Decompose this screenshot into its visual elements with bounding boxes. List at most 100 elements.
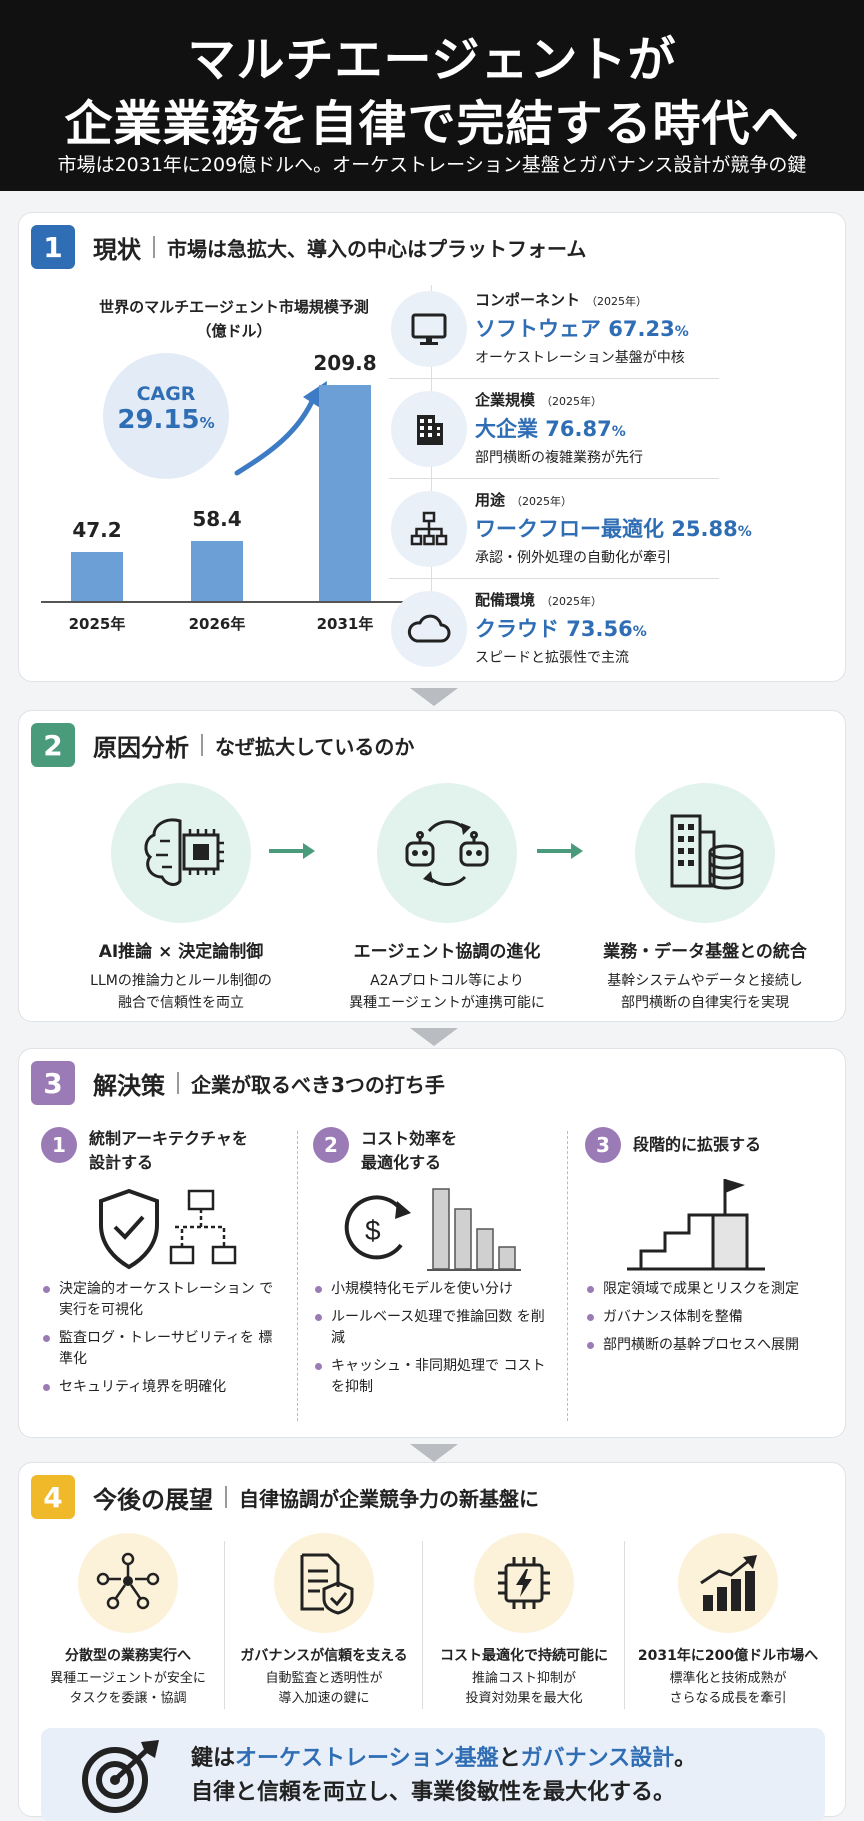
outlook-desc: 推論コスト抑制が 投資対効果を最大化	[465, 1671, 583, 1706]
section-number: 2	[31, 723, 75, 767]
section-header: 3 解決策 企業が取るべき3つの打ち手	[31, 1061, 445, 1105]
section-subtitle: 自律協調が企業競争力の新基盤に	[239, 1486, 539, 1511]
outlook-item: ガバナンスが信頼を支える 自動監査と透明性が 導入加速の鍵に	[229, 1533, 419, 1709]
stat-value: 大企業 76.87%	[475, 417, 626, 441]
stat-desc: オーケストレーション基盤が中核	[475, 350, 685, 366]
solution-bullets: 限定領域で成果とリスクを測定 ガバナンス体制を整備 部門横断の基幹プロセスへ展開	[585, 1279, 825, 1363]
key-line1: 鍵はオーケストレーション基盤とガバナンス設計。	[191, 1746, 697, 1771]
section-connector-arrow	[410, 1028, 458, 1046]
solution-number: 2	[313, 1127, 349, 1163]
growth-chart-icon	[678, 1533, 778, 1633]
divider	[225, 1486, 227, 1508]
outlook-desc: 異種エージェントが安全に タスクを委譲・協調	[50, 1671, 206, 1706]
outlook-title: コスト最適化で持続可能に	[440, 1648, 608, 1664]
bullet-item: 決定論的オーケストレーション で実行を可視化	[41, 1279, 281, 1321]
section-subtitle: 企業が取るべき3つの打ち手	[191, 1072, 445, 1097]
bullet-item: 限定領域で成果とリスクを測定	[585, 1279, 825, 1300]
chart-bar-value: 209.8	[313, 351, 377, 375]
divider	[389, 578, 719, 579]
divider	[624, 1541, 625, 1709]
section-number: 1	[31, 225, 75, 269]
vertical-divider	[431, 285, 432, 665]
solution-title: 段階的に拡張する	[633, 1135, 762, 1154]
cagr-label: CAGR	[136, 383, 196, 405]
stat-company-size: 企業規模 （2025年） 大企業 76.87% 部門横断の複雑業務が先行	[389, 379, 829, 479]
section-header: 1 現状 市場は急拡大、導入の中心はプラットフォーム	[31, 225, 586, 269]
section-outlook: 4 今後の展望 自律協調が企業競争力の新基盤に 分散型の業務実行へ 異種エージェ…	[18, 1462, 846, 1821]
cause-item: 業務・データ基盤との統合 基幹システムやデータと接続し 部門横断の自律実行を実現	[585, 783, 825, 1014]
solution-bullets: 小規模特化モデルを使い分け ルールベース処理で推論回数 を削減 キャッシュ・非同…	[313, 1279, 553, 1405]
section-connector-arrow	[410, 1444, 458, 1462]
chart-category-label: 2026年	[188, 615, 246, 633]
robots-cycle-icon	[377, 783, 517, 923]
solution-item: 2 コスト効率を 最適化する $ 小規模特化モデルを使い分け ルールベース処理で推…	[313, 1127, 553, 1427]
main-title-line2: 企業業務を自律で完結する時代へ	[64, 96, 800, 152]
stat-category: コンポーネント （2025年）	[475, 291, 648, 309]
outlook-desc: 標準化と技術成熟が さらなる成長を牽引	[669, 1671, 787, 1706]
brain-chip-icon	[111, 783, 251, 923]
svg-text:$: $	[365, 1215, 381, 1246]
key-line2: 自律と信頼を両立し、事業俊敏性を最大化する。	[191, 1780, 676, 1805]
stat-category: 企業規模 （2025年）	[475, 391, 603, 409]
cause-desc: 基幹システムやデータと接続し 部門横断の自律実行を実現	[607, 973, 803, 1011]
solution-number: 3	[585, 1127, 621, 1163]
outlook-item: 分散型の業務実行へ 異種エージェントが安全に タスクを委譲・協調	[33, 1533, 223, 1709]
section-title: 現状	[93, 235, 141, 264]
target-icon	[82, 1740, 159, 1813]
chip-bolt-icon	[474, 1533, 574, 1633]
divider	[224, 1541, 225, 1709]
shield-hierarchy-icon	[99, 1188, 237, 1270]
cause-item: エージェント協調の進化 A2Aプロトコル等により 異種エージェントが連携可能に	[327, 783, 567, 1014]
section-title: 原因分析	[93, 733, 189, 762]
arrow-right-icon	[269, 843, 315, 859]
cause-item: AI推論 × 決定論制御 LLMの推論力とルール制御の 融合で信頼性を両立	[61, 783, 301, 1014]
stat-deployment: 配備環境 （2025年） クラウド 73.56% スピードと拡張性で主流	[389, 579, 829, 679]
section-status: 1 現状 市場は急拡大、導入の中心はプラットフォーム 世界のマルチエージェント市…	[18, 212, 846, 682]
divider	[153, 236, 155, 258]
building-database-icon	[635, 783, 775, 923]
chart-title-text: 世界のマルチエージェント市場規模予測	[99, 298, 369, 316]
main-title-line1: マルチエージェントが	[187, 32, 677, 88]
section-title: 今後の展望	[93, 1485, 213, 1514]
divider	[201, 734, 203, 756]
chart-bar-value: 58.4	[192, 507, 242, 531]
solution-title: 統制アーキテクチャを 設計する	[89, 1129, 248, 1172]
outlook-title: 分散型の業務実行へ	[65, 1648, 191, 1664]
chart-title: 世界のマルチエージェント市場規模予測 （億ドル）	[69, 295, 399, 343]
cagr-badge: CAGR 29.15%	[103, 353, 229, 479]
cause-title: 業務・データ基盤との統合	[603, 942, 807, 962]
cause-desc: A2Aプロトコル等により 異種エージェントが連携可能に	[349, 973, 545, 1011]
cause-desc: LLMの推論力とルール制御の 融合で信頼性を両立	[90, 973, 272, 1011]
divider	[422, 1541, 423, 1709]
divider	[567, 1131, 568, 1421]
bullet-item: 監査ログ・トレーサビリティを 標準化	[41, 1328, 281, 1370]
section-number: 3	[31, 1061, 75, 1105]
section-subtitle: なぜ拡大しているのか	[215, 734, 415, 759]
stat-category: 用途 （2025年）	[475, 491, 573, 509]
section-causes: 2 原因分析 なぜ拡大しているのか AI推論 × 決定論制御 LLMの推論力とル…	[18, 710, 846, 1022]
bullet-item: 部門横断の基幹プロセスへ展開	[585, 1335, 825, 1356]
stat-desc: スピードと拡張性で主流	[475, 650, 629, 666]
chart-bar	[71, 552, 123, 601]
solution-item: 3 段階的に拡張する 限定領域で成果とリスクを測定 ガバナンス体制を整備 部門横…	[585, 1127, 825, 1427]
divider	[177, 1072, 179, 1094]
building-icon	[391, 391, 467, 467]
stat-desc: 部門横断の複雑業務が先行	[475, 450, 643, 466]
chart-bar	[191, 541, 243, 601]
stat-value: ワークフロー最適化 25.88%	[475, 517, 752, 541]
arrow-right-icon	[537, 843, 583, 859]
key-message: 鍵はオーケストレーション基盤とガバナンス設計。 自律と信頼を両立し、事業俊敏性を…	[191, 1742, 696, 1810]
section-connector-arrow	[410, 688, 458, 706]
stat-value: クラウド 73.56%	[475, 617, 647, 641]
section-number: 4	[31, 1475, 75, 1519]
chart-bar-value: 47.2	[72, 518, 122, 542]
outlook-desc: 自動監査と透明性が 導入加速の鍵に	[265, 1671, 383, 1706]
outlook-item: コスト最適化で持続可能に 推論コスト抑制が 投資対効果を最大化	[429, 1533, 619, 1709]
chart-category-label: 2025年	[68, 615, 126, 633]
stat-value: ソフトウェア 67.23%	[475, 317, 689, 341]
solution-bullets: 決定論的オーケストレーション で実行を可視化 監査ログ・トレーサビリティを 標準…	[41, 1279, 281, 1405]
solution-number: 1	[41, 1127, 77, 1163]
outlook-title: 2031年に200億ドル市場へ	[637, 1648, 819, 1664]
document-shield-icon	[274, 1533, 374, 1633]
cause-title: AI推論 × 決定論制御	[98, 942, 264, 962]
